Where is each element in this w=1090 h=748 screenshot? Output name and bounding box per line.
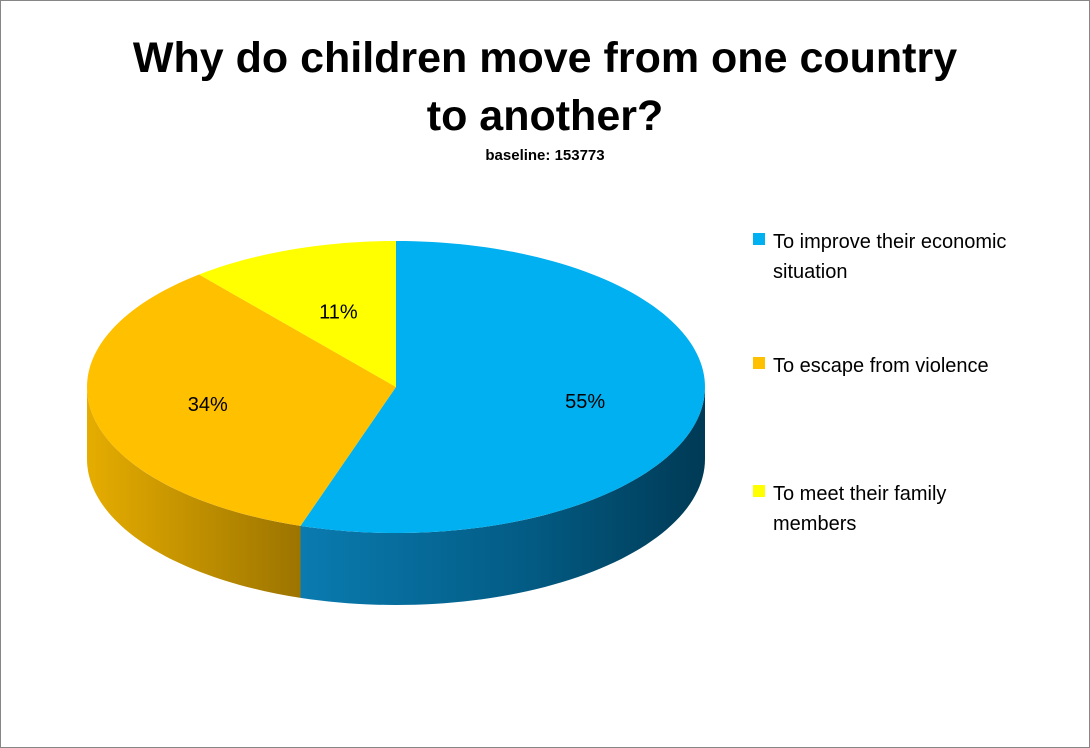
legend-label-economic: To improve their economic situation — [773, 227, 1073, 287]
pie-side-economic — [300, 387, 705, 605]
pie-slice-economic — [300, 241, 705, 533]
pie-data-labels: 55% 34% 11% — [188, 301, 606, 416]
legend-label-economic-line-2: situation — [773, 261, 848, 283]
chart-title-line-1: Why do children move from one country — [132, 34, 958, 82]
legend-swatch-family — [753, 485, 765, 497]
data-label-economic: 55% — [565, 391, 605, 413]
data-label-violence: 34% — [188, 394, 228, 416]
pie-slice-family — [199, 241, 396, 387]
legend-label-family: To meet their family members — [773, 479, 1073, 539]
pie-sides — [87, 387, 705, 605]
legend-label-family-line-1: To meet their family — [773, 483, 947, 505]
legend-label-violence-line-1: To escape from violence — [773, 355, 989, 377]
pie-slice-violence — [87, 274, 397, 526]
legend-label-violence: To escape from violence — [773, 351, 1073, 381]
legend-swatch-violence — [753, 357, 765, 369]
pie-tops — [87, 241, 705, 533]
chart-title: Why do children move from one country to… — [1, 29, 1089, 145]
legend-label-economic-line-1: To improve their economic — [773, 231, 1007, 253]
data-label-family: 11% — [319, 301, 358, 323]
chart-subtitle: baseline: 153773 — [485, 147, 605, 164]
pie-side-violence — [87, 387, 301, 598]
legend-label-family-line-2: members — [773, 513, 857, 535]
chart-title-line-2: to another? — [426, 92, 664, 140]
legend-swatch-economic — [753, 233, 765, 245]
